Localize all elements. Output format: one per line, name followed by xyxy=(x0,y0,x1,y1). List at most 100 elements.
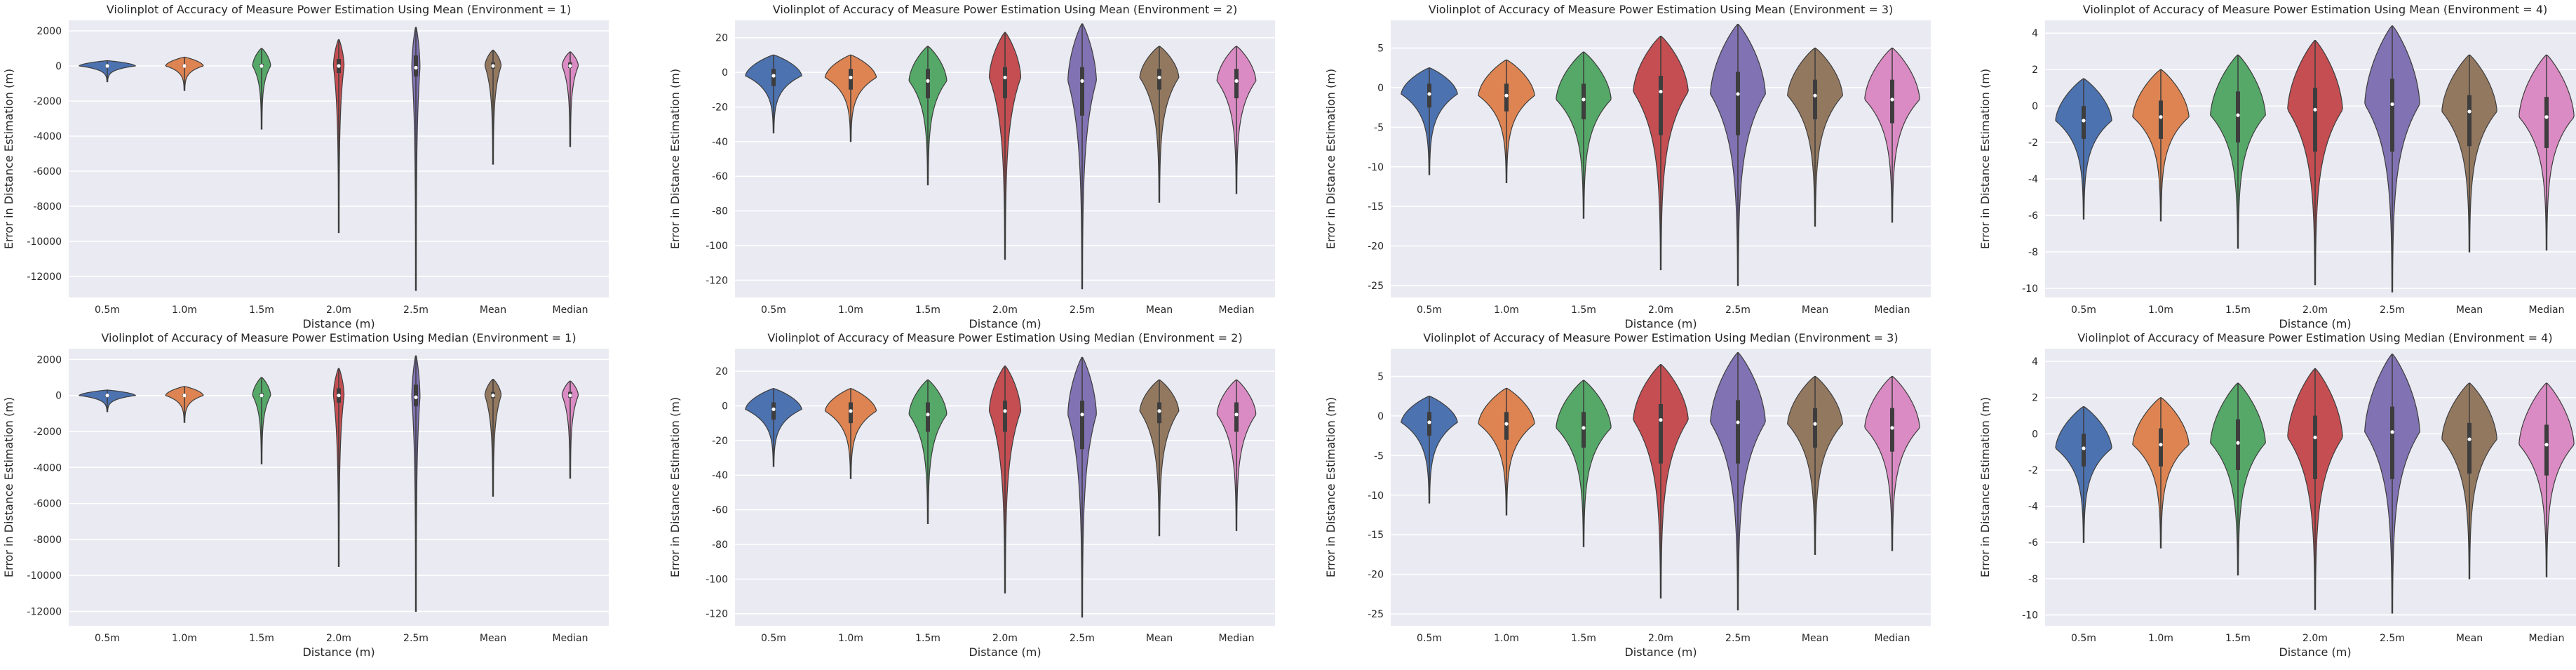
violin-median-point xyxy=(105,64,109,68)
violin-median-point xyxy=(337,394,341,398)
y-tick-label: 0 xyxy=(55,391,62,402)
y-tick-label: -8 xyxy=(2028,574,2038,585)
x-tick-label: 2.5m xyxy=(1070,304,1095,316)
y-tick-label: -80 xyxy=(712,540,728,551)
x-tick-label: Median xyxy=(1875,304,1910,316)
chart-panel-2: 20 0 -20 -40 -60 -80 -100 -120 0.5m 1.0m 1.5m 2.0m 2… xyxy=(668,3,1275,330)
x-tick-label: 1.5m xyxy=(2225,633,2251,644)
x-tick-label: 1.0m xyxy=(838,304,863,316)
violin-iqr-box xyxy=(1234,402,1239,432)
chart-title: Violinplot of Accuracy of Measure Power … xyxy=(2077,331,2552,344)
y-tick-label: -10 xyxy=(1368,490,1384,502)
x-tick-label: 1.5m xyxy=(249,633,274,644)
y-tick-label: 20 xyxy=(715,33,728,44)
y-tick-label: -15 xyxy=(1368,201,1384,213)
y-tick-label: -2 xyxy=(2028,465,2038,476)
y-tick-label: 4 xyxy=(2032,356,2038,368)
violin-median-point xyxy=(926,413,930,417)
y-tick-label: -40 xyxy=(712,470,728,481)
violin-median-point xyxy=(2082,119,2086,123)
y-tick-label: -2000 xyxy=(33,427,62,438)
chart-title: Violinplot of Accuracy of Measure Power … xyxy=(767,331,1242,344)
violin-median-point xyxy=(1003,409,1007,413)
x-tick-label: 2.5m xyxy=(1070,633,1095,644)
chart-panel-7: 5 0 -5 -10 -15 -20 -25 0.5m 1.0m 1.5m 2.0m 2.5m Mean… xyxy=(1324,331,1931,659)
chart-panel-8: 4 2 0 -2 -4 -6 -8 -10 0.5m 1.0m 1.5m 2.0m 2.5m Mean Me… xyxy=(1978,331,2576,659)
violin-iqr-box xyxy=(1504,83,1509,112)
x-tick-label: 2.5m xyxy=(1725,633,1751,644)
x-tick-label: Median xyxy=(1219,304,1255,316)
violin-iqr-box xyxy=(1003,401,1007,432)
x-tick-label: 0.5m xyxy=(2071,633,2096,644)
violin-median-point xyxy=(1157,75,1161,80)
y-tick-label: 0 xyxy=(1377,411,1384,422)
x-axis-label: Distance (m) xyxy=(969,317,1041,330)
violin-median-point xyxy=(2467,437,2472,441)
y-tick-label: -15 xyxy=(1368,530,1384,541)
y-tick-label: -6000 xyxy=(33,499,62,510)
x-axis-label: Distance (m) xyxy=(1624,317,1697,330)
y-tick-label: -6 xyxy=(2028,210,2038,222)
violin-median-point xyxy=(1427,420,1431,424)
violin-median-point xyxy=(2390,102,2394,107)
violin-median-point xyxy=(1890,426,1894,430)
violin-median-point xyxy=(1234,413,1239,417)
x-tick-label: 2.5m xyxy=(1725,304,1751,316)
violin-iqr-box xyxy=(926,402,930,432)
y-tick-label: 0 xyxy=(2032,429,2038,440)
y-axis-label: Error in Distance Estimation (m) xyxy=(668,397,682,577)
x-tick-label: 0.5m xyxy=(1417,304,1442,316)
x-tick-label: 2.5m xyxy=(403,633,429,644)
x-tick-label: 2.5m xyxy=(403,304,429,316)
chart-title: Violinplot of Accuracy of Measure Power … xyxy=(1429,3,1894,16)
violin-iqr-box xyxy=(1234,69,1239,99)
y-tick-label: -8 xyxy=(2028,247,2038,258)
x-tick-label: 1.0m xyxy=(1494,633,1519,644)
violin-median-point xyxy=(1890,98,1894,102)
y-tick-label: -40 xyxy=(712,137,728,148)
x-tick-label: Mean xyxy=(1802,633,1828,644)
violin-median-point xyxy=(568,64,572,68)
x-tick-label: Mean xyxy=(1802,304,1828,316)
x-tick-label: 2.0m xyxy=(2302,304,2328,316)
y-axis-label: Error in Distance Estimation (m) xyxy=(2,397,15,577)
y-tick-label: -100 xyxy=(706,574,728,585)
x-tick-label: 1.5m xyxy=(2225,304,2251,316)
y-tick-label: -20 xyxy=(1368,570,1384,581)
violin-median-point xyxy=(1003,75,1007,80)
violin-median-point xyxy=(849,75,853,80)
y-tick-label: -2 xyxy=(2028,138,2038,149)
y-axis-label: Error in Distance Estimation (m) xyxy=(1324,397,1337,577)
violin-median-point xyxy=(1582,98,1586,102)
x-tick-label: 1.0m xyxy=(838,633,863,644)
x-tick-label: 2.0m xyxy=(2302,633,2328,644)
y-axis-label: Error in Distance Estimation (m) xyxy=(1324,69,1337,249)
x-tick-label: 1.5m xyxy=(915,633,940,644)
y-tick-label: 0 xyxy=(2032,101,2038,112)
x-tick-label: 2.0m xyxy=(326,633,351,644)
x-tick-label: Mean xyxy=(2456,304,2483,316)
violin-median-point xyxy=(1659,417,1663,422)
y-tick-label: 2000 xyxy=(36,26,62,37)
y-tick-label: -120 xyxy=(706,609,728,620)
violin-iqr-box xyxy=(2544,97,2549,148)
violin-iqr-box xyxy=(2467,95,2472,147)
violin-iqr-box xyxy=(1504,412,1509,440)
x-tick-label: 0.5m xyxy=(761,633,786,644)
violin-median-point xyxy=(491,64,495,68)
violin-median-point xyxy=(2082,446,2086,450)
chart-panel-1: 2000 0 -2000 -4000 -6000 -8000 -10000 -12000 0.5… xyxy=(2,3,609,330)
violin-iqr-box xyxy=(1582,83,1586,120)
y-tick-label: -6000 xyxy=(33,166,62,177)
x-tick-label: 1.0m xyxy=(172,633,197,644)
x-tick-label: Median xyxy=(2529,304,2565,316)
violin-iqr-box xyxy=(1890,408,1894,452)
chart-panel-4: 4 2 0 -2 -4 -6 -8 -10 0.5m 1.0m 1.5m 2.0m 2.5m Mean Me… xyxy=(1978,3,2576,330)
y-tick-label: 0 xyxy=(55,61,62,72)
y-tick-label: 2 xyxy=(2032,393,2038,404)
violin-iqr-box xyxy=(2467,422,2472,474)
x-tick-label: 1.0m xyxy=(1494,304,1519,316)
violin-median-point xyxy=(414,395,418,399)
violin-median-point xyxy=(2313,435,2317,440)
violin-iqr-box xyxy=(926,69,930,99)
